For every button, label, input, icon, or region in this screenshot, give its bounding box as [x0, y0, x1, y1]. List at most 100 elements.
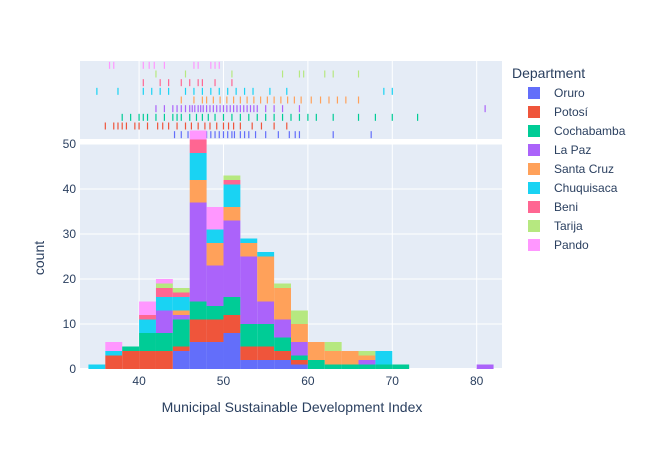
bar-cochabamba: [324, 364, 342, 369]
legend-title: Department: [512, 65, 585, 81]
bar-beni: [189, 139, 207, 153]
bar-tarija: [172, 288, 190, 293]
legend-item[interactable]: Potosí: [528, 105, 589, 119]
bar-la-paz: [240, 256, 258, 324]
bar-cochabamba: [223, 297, 241, 315]
bar-potosí: [206, 319, 224, 342]
bar-cochabamba: [291, 355, 308, 360]
bar-la-paz: [172, 315, 190, 320]
legend-label: Cochabamba: [554, 124, 626, 138]
bar-tarija: [291, 310, 308, 324]
legend-item[interactable]: Beni: [528, 200, 578, 214]
bar-chuquisaca: [88, 364, 106, 369]
bar-oruro: [291, 364, 308, 369]
bar-cochabamba: [155, 333, 173, 351]
bar-beni: [139, 315, 156, 320]
rug-plot: [80, 61, 502, 139]
bar-chuquisaca: [189, 153, 207, 180]
x-tick-label: 50: [217, 374, 231, 388]
bar-cochabamba: [240, 324, 258, 347]
bar-tarija: [358, 351, 376, 356]
x-tick-label: 60: [301, 374, 315, 388]
bar-oruro: [223, 333, 241, 369]
bar-chuquisaca: [223, 184, 241, 207]
y-tick-label: 40: [63, 182, 77, 196]
legend-label: Beni: [554, 200, 578, 214]
bar-santa-cruz: [307, 342, 325, 360]
legend-swatch: [528, 182, 540, 194]
legend-item[interactable]: Chuquisaca: [528, 181, 618, 195]
bar-potosí: [223, 315, 241, 333]
bar-cochabamba: [274, 337, 291, 351]
bar-santa-cruz: [274, 288, 291, 320]
legend-item[interactable]: Santa Cruz: [528, 162, 614, 176]
bar-pando: [105, 342, 123, 351]
bar-chuquisaca: [155, 297, 173, 311]
y-axis-title: count: [31, 241, 47, 275]
bar-chuquisaca: [257, 252, 275, 257]
bar-santa-cruz: [358, 355, 376, 360]
bar-la-paz: [291, 342, 308, 356]
legend-item[interactable]: La Paz: [528, 143, 591, 157]
bar-cochabamba: [375, 364, 393, 369]
legend-label: Santa Cruz: [554, 162, 614, 176]
bar-cochabamba: [139, 333, 156, 351]
bar-la-paz: [155, 310, 173, 333]
x-tick-label: 40: [132, 374, 146, 388]
legend-swatch: [528, 125, 540, 137]
bar-cochabamba: [189, 301, 207, 320]
bar-santa-cruz: [206, 243, 224, 266]
bar-chuquisaca: [172, 297, 190, 311]
rug-plot-background: [80, 61, 502, 139]
legend-label: La Paz: [554, 143, 591, 157]
legend-label: Pando: [554, 238, 589, 252]
bar-la-paz: [257, 301, 275, 324]
bar-tarija: [155, 283, 173, 288]
legend-swatch: [528, 239, 540, 251]
legend-swatch: [528, 201, 540, 213]
bar-oruro: [172, 351, 190, 369]
bar-beni: [223, 180, 241, 185]
bar-santa-cruz: [172, 310, 190, 315]
bar-tarija: [324, 342, 342, 351]
legend-swatch: [528, 87, 540, 99]
legend-item[interactable]: Tarija: [528, 219, 583, 233]
x-axis-title: Municipal Sustainable Development Index: [162, 399, 423, 415]
bar-potosí: [189, 319, 207, 342]
bar-potosí: [257, 346, 275, 360]
bar-cochabamba: [206, 306, 224, 320]
bar-potosí: [291, 360, 308, 365]
x-tick-label: 80: [470, 374, 484, 388]
legend-item[interactable]: Oruro: [528, 86, 585, 100]
bar-potosí: [122, 351, 140, 369]
bar-chuquisaca: [139, 319, 156, 333]
bar-beni: [172, 292, 190, 297]
bar-cochabamba: [307, 360, 325, 369]
bar-tarija: [274, 283, 291, 288]
bar-oruro: [257, 360, 275, 369]
bar-potosí: [274, 351, 291, 360]
bar-pando: [189, 130, 207, 140]
bar-pando: [206, 207, 224, 230]
y-tick-label: 0: [69, 362, 76, 376]
bar-la-paz: [358, 360, 376, 365]
y-tick-label: 10: [63, 317, 77, 331]
bar-chuquisaca: [206, 229, 224, 243]
bar-potosí: [105, 355, 123, 369]
y-tick-label: 30: [63, 227, 77, 241]
bar-chuquisaca: [375, 351, 393, 365]
legend-label: Oruro: [554, 86, 585, 100]
bar-cochabamba: [257, 324, 275, 347]
legend-item[interactable]: Cochabamba: [528, 124, 626, 138]
bar-santa-cruz: [189, 180, 207, 203]
bars: [88, 130, 494, 369]
bar-santa-cruz: [223, 207, 241, 221]
legend-label: Chuquisaca: [554, 181, 618, 195]
bar-oruro: [274, 360, 291, 369]
bar-chuquisaca: [240, 238, 258, 243]
legend-item[interactable]: Pando: [528, 238, 589, 252]
bar-santa-cruz: [341, 351, 359, 365]
bar-tarija: [223, 175, 241, 180]
bar-la-paz: [223, 220, 241, 297]
